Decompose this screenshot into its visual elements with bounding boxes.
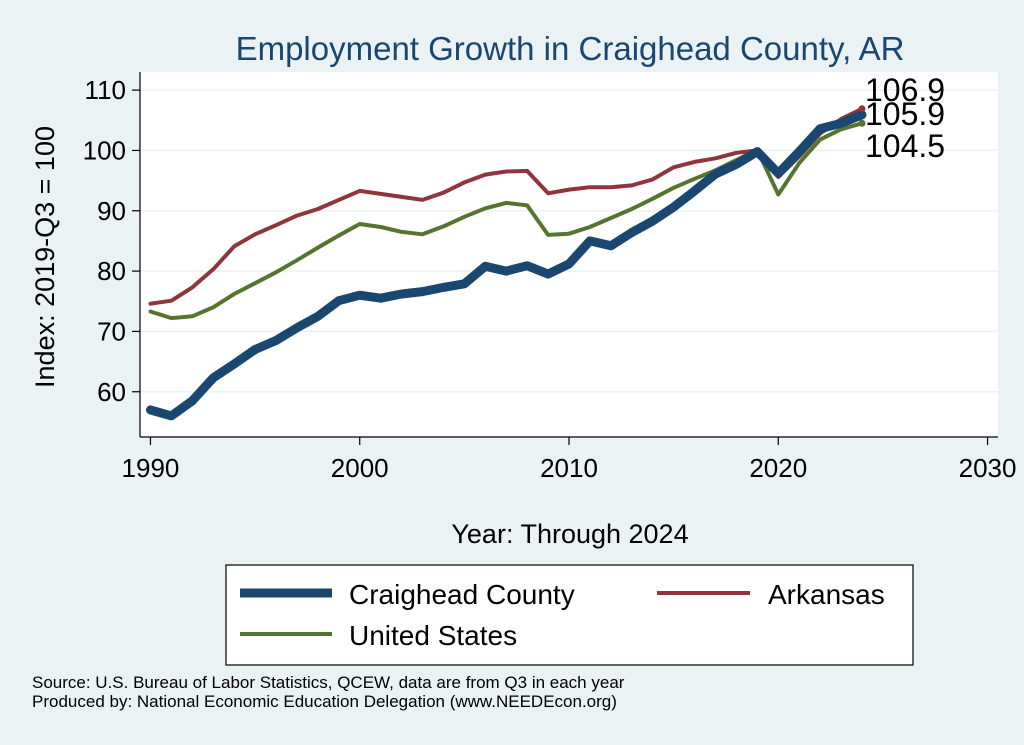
x-tick-label: 2010 xyxy=(540,453,598,483)
end-point-marker xyxy=(858,111,866,119)
end-point-marker xyxy=(858,119,866,127)
y-tick-label: 100 xyxy=(83,135,126,165)
plot-area xyxy=(140,72,998,437)
x-axis-label: Year: Through 2024 xyxy=(451,519,688,549)
source-text: Source: U.S. Bureau of Labor Statistics,… xyxy=(32,673,625,692)
x-tick-label: 1990 xyxy=(122,453,180,483)
legend-box xyxy=(225,564,914,666)
series-lines xyxy=(146,106,867,421)
chart-title: Employment Growth in Craighead County, A… xyxy=(236,30,905,67)
legend-label: Arkansas xyxy=(768,579,885,610)
axes: 60 70 80 90 100 110 1990 2000 2010 2020 2030 xyxy=(83,72,1017,483)
end-point-marker xyxy=(858,105,866,113)
produced-by-text: Produced by: National Economic Education… xyxy=(32,692,617,711)
x-tick-label: 2020 xyxy=(749,453,807,483)
x-tick-label: 2030 xyxy=(959,453,1017,483)
grid-lines xyxy=(140,89,998,393)
source-notes: Source: U.S. Bureau of Labor Statistics,… xyxy=(32,673,624,711)
y-tick-label: 80 xyxy=(97,256,126,286)
y-tick-label: 70 xyxy=(97,316,126,346)
y-tick-label: 60 xyxy=(97,377,126,407)
legend: Craighead County Arkansas United States xyxy=(225,564,914,666)
series-line-craighead-county xyxy=(146,110,867,421)
legend-label: Craighead County xyxy=(349,579,575,610)
end-value-label: 106.9 xyxy=(865,72,945,108)
x-tick-label: 2000 xyxy=(331,453,389,483)
legend-label: United States xyxy=(349,620,517,651)
end-value-label: 104.5 xyxy=(865,128,945,164)
end-value-label: 105.9 xyxy=(865,96,945,132)
y-axis-label: Index: 2019-Q3 = 100 xyxy=(30,126,60,388)
y-tick-label: 110 xyxy=(85,75,126,105)
series-line-arkansas xyxy=(148,106,864,306)
y-tick-label: 90 xyxy=(97,196,126,226)
